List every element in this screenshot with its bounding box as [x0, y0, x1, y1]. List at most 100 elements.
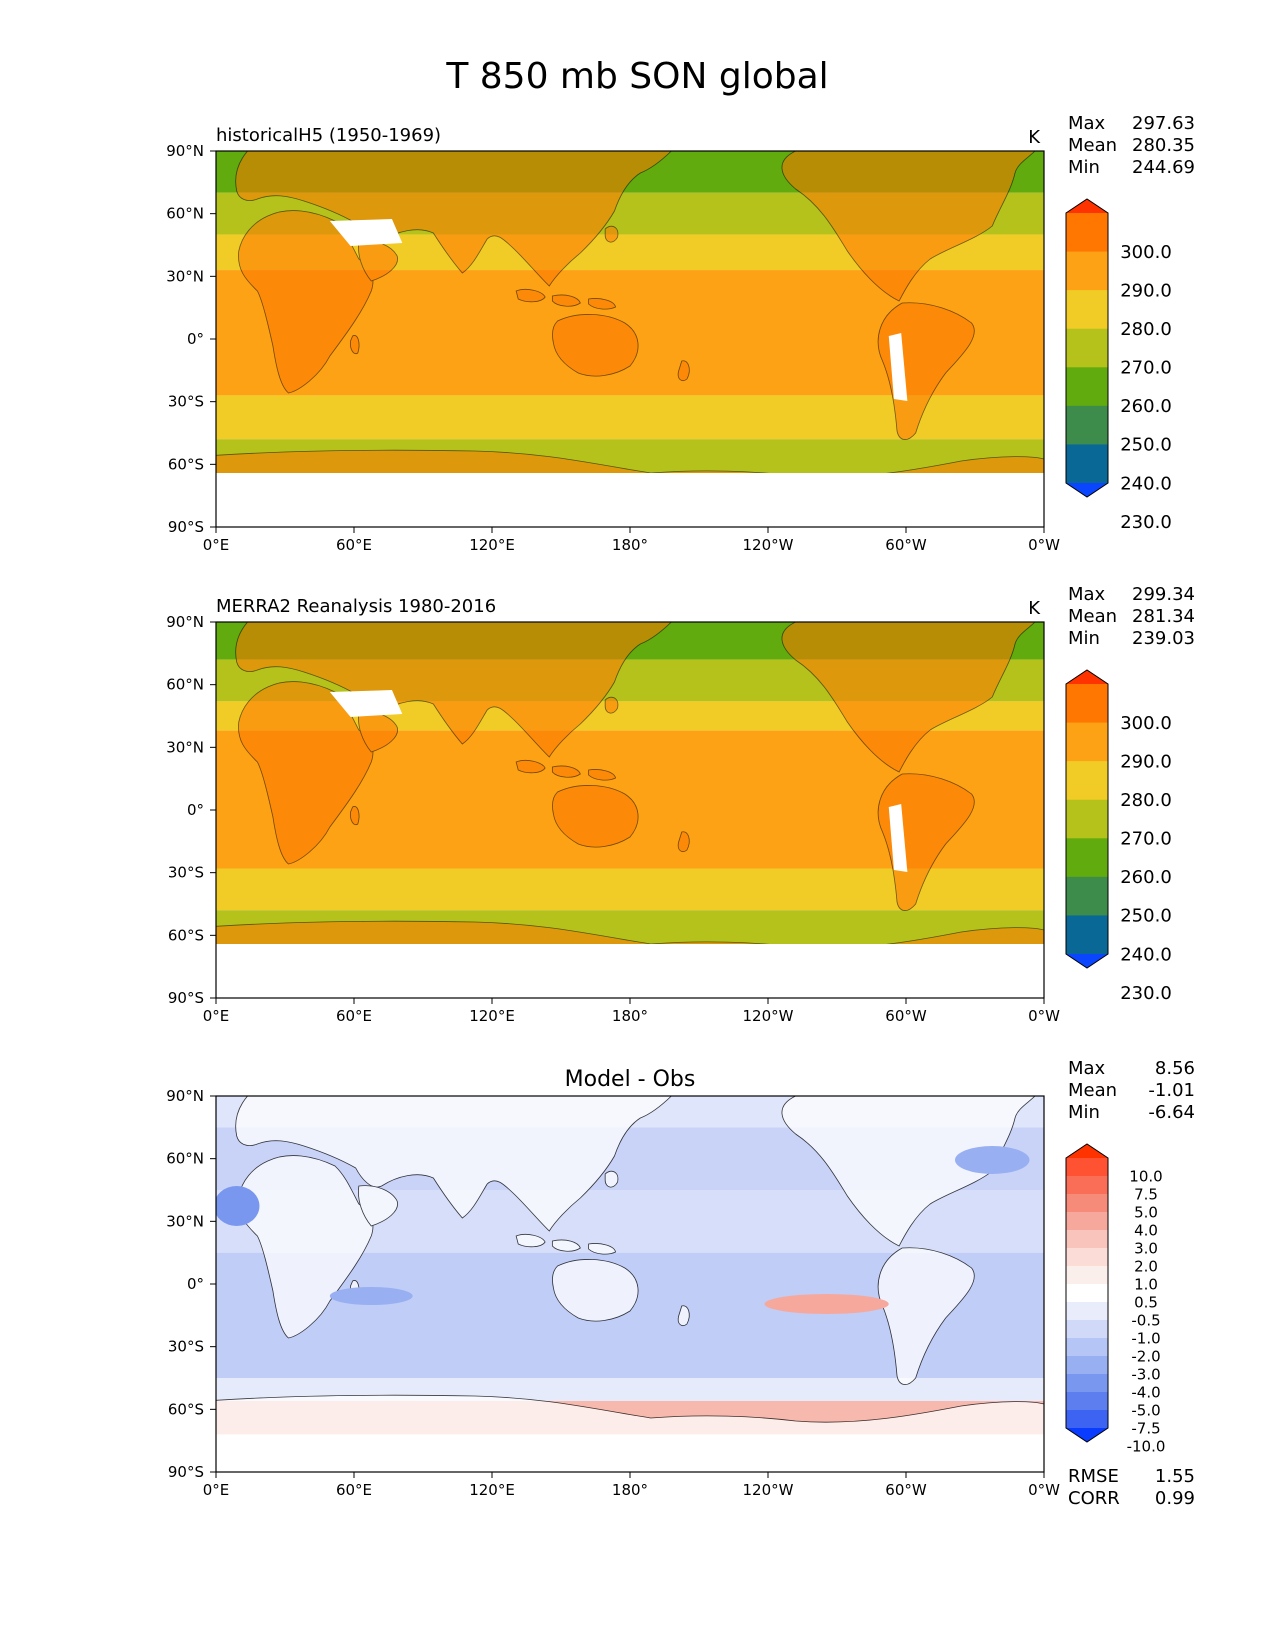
colorbar-label: 280.0 [1120, 790, 1172, 811]
y-tick-label: 90°S [168, 518, 204, 536]
colorbar-segment [1066, 915, 1108, 955]
colorbar-label: -4.0 [1131, 1383, 1160, 1401]
colorbar-segment [1066, 1212, 1108, 1231]
stat-value: 280.35 [1132, 135, 1195, 156]
x-tick-label: 60°W [885, 1007, 927, 1025]
x-tick-label: 180° [612, 1007, 648, 1025]
colorbar-min-arrow [1066, 483, 1108, 497]
stat-label: Max [1068, 113, 1106, 134]
colorbar-segment [1066, 1302, 1108, 1321]
colorbar-label: 280.0 [1120, 319, 1172, 340]
units-label: K [1028, 127, 1041, 148]
colorbar-label: 290.0 [1120, 751, 1172, 772]
x-tick-label: 120°E [469, 1007, 515, 1025]
stat-label: Min [1068, 628, 1100, 649]
x-tick-label: 120°W [743, 1481, 794, 1499]
warm-anomaly [764, 1294, 889, 1314]
panel-title: Model - Obs [565, 1067, 696, 1092]
x-tick-label: 0°E [203, 1007, 230, 1025]
colorbar-segment [1066, 1230, 1108, 1249]
colorbar-max-arrow [1066, 1144, 1108, 1158]
x-tick-label: 60°W [885, 536, 927, 554]
y-tick-label: 60°N [166, 1150, 204, 1168]
panels-group: 0°E 60°E 120°E 180° 120°W 60°W 0°W 90°N 60°N 30°N… [166, 113, 1195, 1509]
colorbar-outline [1065, 669, 1109, 969]
colorbar-label: -0.5 [1131, 1311, 1160, 1329]
x-tick-label: 0°W [1028, 1481, 1060, 1499]
x-tick-label: 60°E [336, 1481, 372, 1499]
stat-label: Mean [1068, 606, 1117, 627]
colorbar-label: 230.0 [1120, 983, 1172, 1004]
colorbar-segment [1066, 1266, 1108, 1285]
colorbar-segment [1066, 367, 1108, 407]
colorbar-segment [1066, 761, 1108, 801]
colorbar-label: 290.0 [1120, 280, 1172, 301]
stat-value: 8.56 [1155, 1058, 1195, 1079]
colorbar-segment [1066, 876, 1108, 916]
panel-top: 0°E 60°E 120°E 180° 120°W 60°W 0°W 90°N 60°N 30°N… [166, 113, 1195, 554]
colorbar-segment [1066, 722, 1108, 762]
colorbar-label: -10.0 [1127, 1437, 1166, 1455]
x-tick-label: 180° [612, 1481, 648, 1499]
colorbar-max-arrow [1066, 199, 1108, 213]
x-tick-label: 120°W [743, 536, 794, 554]
colorbar-min-arrow [1066, 954, 1108, 968]
x-tick-label: 60°E [336, 1007, 372, 1025]
x-tick-label: 60°W [885, 1481, 927, 1499]
colorbar-segment [1066, 213, 1108, 253]
panel-title: MERRA2 Reanalysis 1980-2016 [216, 596, 496, 617]
colorbar-label: 1.0 [1134, 1275, 1158, 1293]
colorbar-label: 2.0 [1134, 1257, 1158, 1275]
y-tick-label: 90°S [168, 1463, 204, 1481]
units-label: K [1028, 598, 1041, 619]
colorbar-label: 270.0 [1120, 358, 1172, 379]
colorbar-segment [1066, 1248, 1108, 1267]
y-tick-label: 30°N [166, 738, 204, 756]
tibet-mask [329, 690, 403, 717]
y-tick-label: 30°S [168, 393, 204, 411]
x-tick-label: 120°E [469, 536, 515, 554]
colorbar-label: 300.0 [1120, 713, 1172, 734]
stat-label: RMSE [1068, 1466, 1119, 1487]
antarctica-mask [216, 473, 1044, 527]
x-tick-label: 120°E [469, 1481, 515, 1499]
colorbar-label: 250.0 [1120, 435, 1172, 456]
stat-value: 244.69 [1132, 157, 1195, 178]
y-tick-label: 30°S [168, 864, 204, 882]
colorbar-segment [1066, 1356, 1108, 1375]
colorbar-label: -2.0 [1131, 1347, 1160, 1365]
colorbar-segment [1066, 684, 1108, 724]
colorbar-label: 7.5 [1134, 1185, 1158, 1203]
colorbar-label: 260.0 [1120, 396, 1172, 417]
y-tick-label: 30°N [166, 1212, 204, 1230]
stat-label: Mean [1068, 1080, 1117, 1101]
stat-value: -6.64 [1148, 1102, 1195, 1123]
antarctica-mask [216, 944, 1044, 998]
stat-label: CORR [1068, 1488, 1120, 1509]
x-tick-label: 0°E [203, 1481, 230, 1499]
cold-anomaly [954, 1146, 1030, 1174]
colorbar-label: -5.0 [1131, 1401, 1160, 1419]
y-tick-label: 0° [187, 330, 204, 348]
colorbar-segment [1066, 1338, 1108, 1357]
y-tick-label: 60°N [166, 676, 204, 694]
y-tick-label: 30°S [168, 1338, 204, 1356]
panel-middle: 0°E 60°E 120°E 180° 120°W 60°W 0°W 90°N 60°N 30°N… [166, 584, 1195, 1025]
colorbar-segment [1066, 838, 1108, 878]
colorbar-segment [1066, 328, 1108, 368]
y-tick-label: 90°S [168, 989, 204, 1007]
colorbar-label: -3.0 [1131, 1365, 1160, 1383]
cold-anomaly [329, 1287, 413, 1305]
stat-label: Mean [1068, 135, 1117, 156]
colorbar-label: -7.5 [1131, 1419, 1160, 1437]
y-tick-label: 60°S [168, 926, 204, 944]
land-layer [216, 622, 1044, 998]
stat-value: 1.55 [1155, 1466, 1195, 1487]
y-tick-label: 90°N [166, 142, 204, 160]
colorbar-label: 4.0 [1134, 1221, 1158, 1239]
x-tick-label: 0°E [203, 536, 230, 554]
colorbar-outline [1065, 198, 1109, 498]
y-tick-label: 0° [187, 801, 204, 819]
colorbar-segment [1066, 444, 1108, 484]
